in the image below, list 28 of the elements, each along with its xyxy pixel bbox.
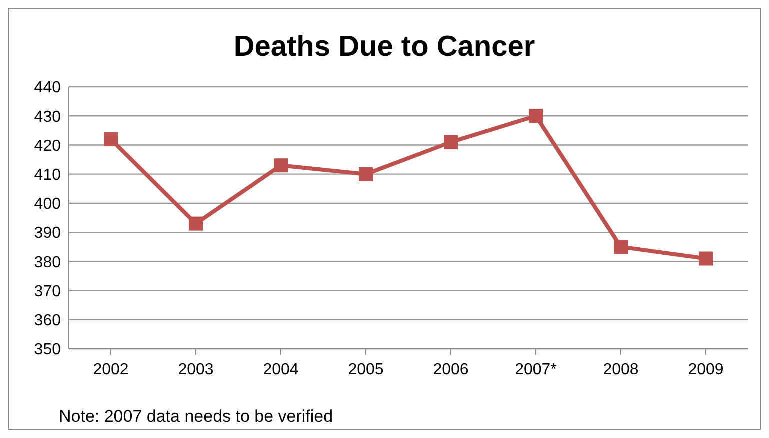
y-tick-label: 370 [34,283,62,300]
x-tick-label: 2005 [348,361,384,378]
y-tick-label: 350 [34,342,62,359]
y-tick-label: 430 [34,108,62,126]
y-tick-label: 400 [34,196,62,214]
point [189,216,203,231]
y-tick-label: 360 [34,312,62,330]
y-tick-label: 420 [34,138,62,155]
point [614,240,628,254]
x-tick-label: 2008 [603,361,639,378]
x-tick-label: 2009 [688,361,724,378]
point [529,109,543,124]
text: Note: 2007 data needs to be verified [59,407,334,427]
x-tick-label: 2006 [433,361,469,378]
point [104,132,118,146]
y-tick-label: 440 [34,80,62,97]
x-tick-label: 2003 [178,361,214,378]
chart-title: Deaths Due to Cancer [232,31,536,64]
x-tick-label: 2007* [515,361,557,378]
y-tick-label: 410 [34,167,62,184]
x-tick-label: 2002 [93,361,129,378]
y-tick-label: 380 [34,254,62,272]
point [274,158,288,173]
point [359,167,373,182]
y-tick-label: 390 [34,225,62,242]
point [444,135,458,150]
x-tick-label: 2004 [263,361,299,378]
point [699,252,713,266]
